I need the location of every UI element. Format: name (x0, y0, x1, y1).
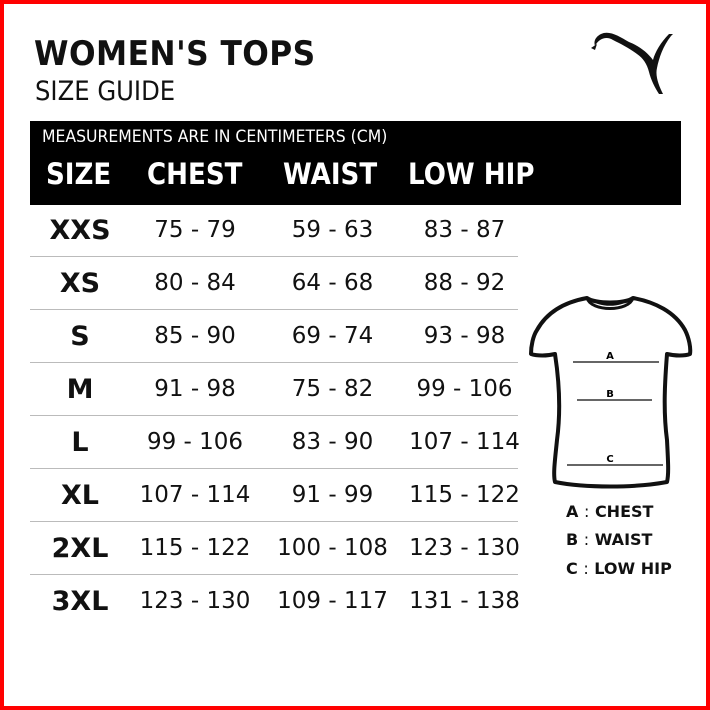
cell-chest: 91 - 98 (154, 376, 236, 402)
cell-waist: 100 - 108 (277, 535, 388, 561)
cell-waist: 83 - 90 (291, 429, 374, 455)
table-row: S 85 - 90 69 - 74 93 - 98 (30, 310, 518, 363)
legend-chest: A : CHEST (566, 502, 654, 521)
table-row: XS 80 - 84 64 - 68 88 - 92 (30, 257, 518, 310)
cell-size: S (70, 321, 90, 352)
cell-chest: 123 - 130 (139, 588, 251, 614)
cell-chest: 75 - 79 (154, 217, 236, 243)
cell-waist: 59 - 63 (291, 217, 374, 243)
cell-size: 2XL (51, 533, 109, 564)
column-header-waist: WAIST (283, 157, 378, 191)
cell-chest: 80 - 84 (154, 270, 236, 296)
cell-chest: 99 - 106 (146, 429, 244, 455)
cell-low-hip: 93 - 98 (423, 323, 506, 349)
table-row: M 91 - 98 75 - 82 99 - 106 (30, 363, 518, 416)
table-header-band: MEASUREMENTS ARE IN CENTIMETERS (CM) SIZ… (30, 121, 681, 205)
cell-low-hip: 107 - 114 (409, 429, 520, 455)
table-row: XL 107 - 114 91 - 99 115 - 122 (30, 469, 520, 522)
table-row: L 99 - 106 83 - 90 107 - 114 (30, 416, 520, 469)
legend-waist: B : WAIST (566, 530, 653, 549)
cell-size: M (66, 374, 94, 405)
cell-size: XL (60, 480, 100, 511)
legend-low-hip: C : LOW HIP (566, 559, 672, 578)
cell-waist: 75 - 82 (291, 376, 374, 402)
cell-chest: 85 - 90 (154, 323, 236, 349)
cell-low-hip: 83 - 87 (423, 217, 506, 243)
table-row: 2XL 115 - 122 100 - 108 123 - 130 (30, 522, 520, 575)
cell-low-hip: 88 - 92 (423, 270, 506, 296)
cell-size: L (71, 427, 89, 458)
units-note: MEASUREMENTS ARE IN CENTIMETERS (CM) (42, 127, 388, 147)
cell-low-hip: 99 - 106 (416, 376, 513, 402)
cell-chest: 115 - 122 (139, 535, 251, 561)
column-header-chest: CHEST (147, 157, 243, 191)
marker-b: B (606, 389, 614, 400)
cell-low-hip: 115 - 122 (409, 482, 520, 508)
puma-logo-icon (591, 32, 673, 94)
table-row: 3XL 123 - 130 109 - 117 131 - 138 (30, 575, 520, 628)
cell-waist: 109 - 117 (277, 588, 388, 614)
cell-waist: 91 - 99 (291, 482, 374, 508)
cell-low-hip: 123 - 130 (409, 535, 520, 561)
cell-low-hip: 131 - 138 (409, 588, 520, 614)
column-header-size: SIZE (46, 157, 112, 191)
table-row: XXS 75 - 79 59 - 63 83 - 87 (30, 204, 518, 257)
cell-waist: 69 - 74 (291, 323, 374, 349)
cell-size: 3XL (51, 586, 109, 617)
column-header-low-hip: LOW HIP (408, 157, 535, 191)
marker-a: A (606, 351, 614, 362)
marker-c: C (606, 454, 613, 465)
tshirt-diagram-icon: A B C (529, 296, 693, 489)
cell-size: XXS (49, 215, 111, 246)
page-subtitle: SIZE GUIDE (35, 76, 176, 107)
cell-chest: 107 - 114 (139, 482, 251, 508)
page-title: WOMEN'S TOPS (34, 34, 316, 74)
size-table: XXS 75 - 79 59 - 63 83 - 87 XS 80 - 84 64 - 68… (30, 204, 520, 628)
cell-waist: 64 - 68 (291, 270, 374, 296)
cell-size: XS (59, 268, 101, 299)
